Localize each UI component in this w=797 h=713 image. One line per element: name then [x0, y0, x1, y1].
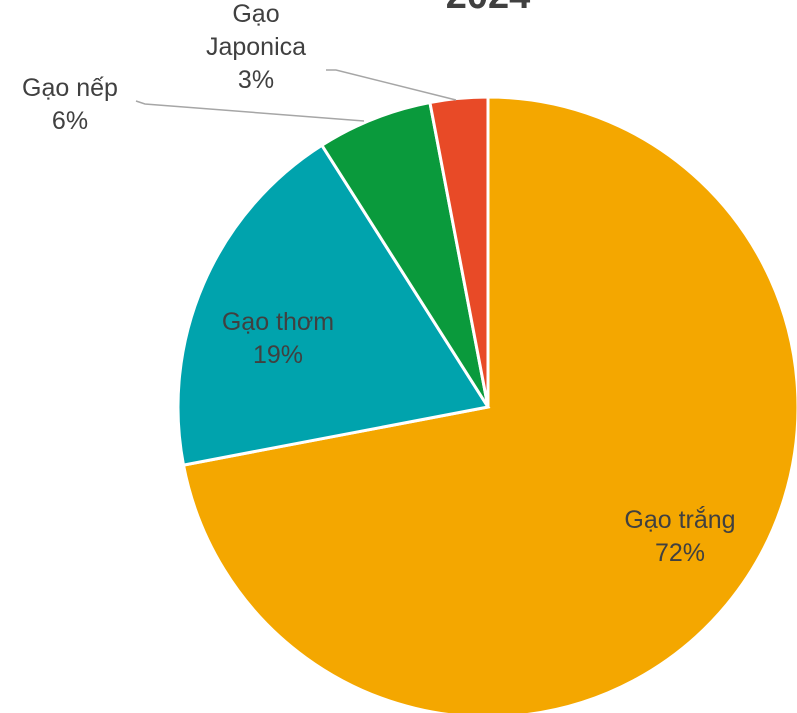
leader-line-gao-nep [136, 101, 364, 121]
chart-title: 2024 [446, 0, 531, 17]
slice-label-gao-nep: Gạo nếp 6% [22, 74, 118, 135]
leader-line-gao-japonica [326, 70, 456, 100]
pie-slices [178, 97, 797, 713]
slice-label-gao-japonica: Gạo Japonica 3% [206, 0, 306, 94]
